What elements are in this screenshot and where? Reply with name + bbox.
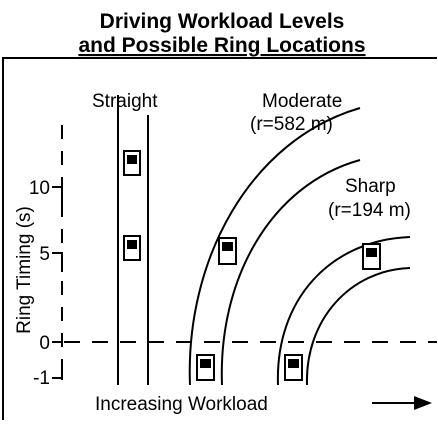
road-label: (r=582 m) <box>250 114 333 135</box>
road-label: (r=194 m) <box>328 200 411 221</box>
road-edge <box>276 236 411 386</box>
road-label: Straight <box>92 91 158 112</box>
road-label: Sharp <box>345 176 396 197</box>
title-line: and Possible Ring Locations <box>78 34 365 57</box>
tick-label: 10 <box>29 178 50 199</box>
title-line: Driving Workload Levels <box>100 10 345 33</box>
arrow-head <box>414 396 432 410</box>
frame <box>2 57 437 420</box>
road-edge <box>188 107 361 386</box>
phone-icons <box>123 150 381 381</box>
tick-label: -1 <box>33 368 50 389</box>
x-axis-label: Increasing Workload <box>95 394 268 415</box>
road-edge <box>305 267 411 386</box>
road-edge <box>220 159 361 386</box>
tick-label: 5 <box>39 244 50 265</box>
tick-label: 0 <box>39 333 50 354</box>
y-axis-label: Ring Timing (s) <box>14 206 35 334</box>
road-label: Moderate <box>262 91 342 112</box>
